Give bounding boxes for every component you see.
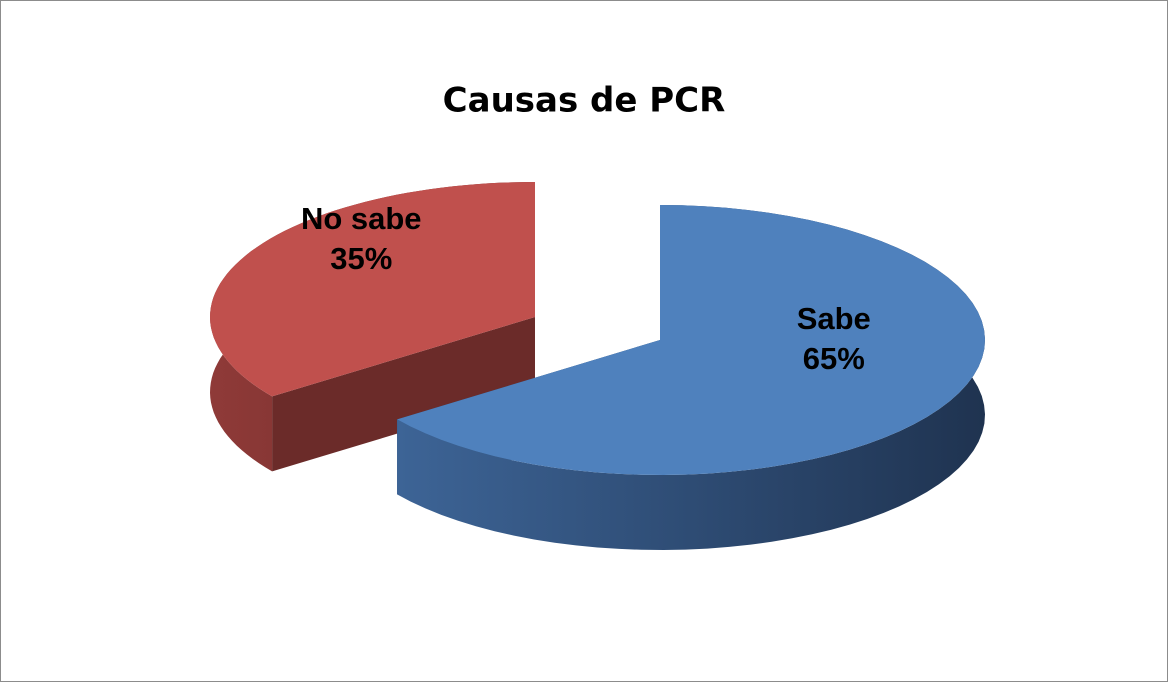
pie bbox=[210, 182, 986, 550]
slice-value-label: 35% bbox=[330, 241, 392, 276]
slice-category: Sabe bbox=[797, 301, 871, 336]
slice bbox=[210, 182, 535, 397]
slice bbox=[397, 205, 986, 475]
labels: No sabe 35% Sabe 65% bbox=[301, 201, 871, 376]
chart-title: Causas de PCR bbox=[443, 81, 726, 121]
slice-category: No sabe bbox=[301, 201, 422, 236]
slice-value-label: 65% bbox=[803, 341, 865, 376]
slice-cut-face bbox=[272, 317, 535, 472]
